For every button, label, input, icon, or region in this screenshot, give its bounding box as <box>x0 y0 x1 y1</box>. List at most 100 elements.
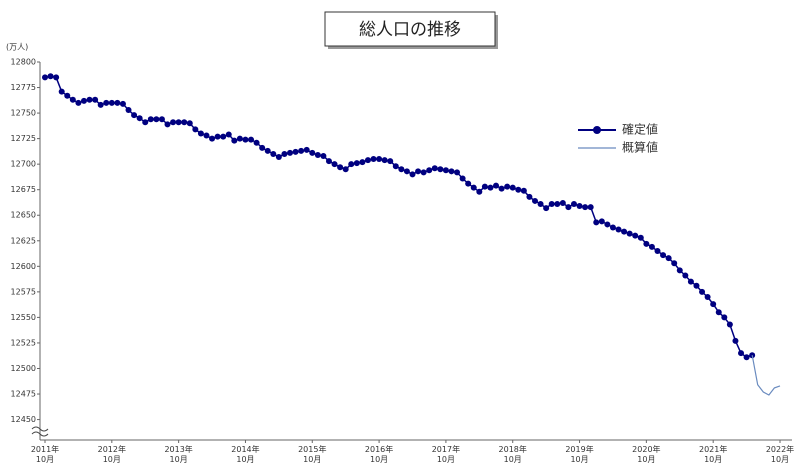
data-point <box>459 175 466 182</box>
data-point <box>476 188 483 195</box>
y-tick-label: 12525 <box>11 338 36 347</box>
data-point <box>348 161 355 168</box>
data-point <box>442 167 449 174</box>
data-point <box>381 157 388 164</box>
y-tick-label: 12625 <box>11 236 36 245</box>
data-point <box>398 166 405 173</box>
data-point <box>259 144 266 151</box>
data-point <box>626 230 633 237</box>
y-tick-label: 12650 <box>11 211 36 220</box>
data-point <box>409 171 416 178</box>
data-point <box>554 201 561 208</box>
data-point <box>264 147 271 154</box>
data-point <box>136 115 143 122</box>
data-point <box>147 116 154 123</box>
data-point <box>331 161 338 168</box>
data-point <box>676 267 683 274</box>
data-point <box>637 234 644 241</box>
y-tick-label: 12600 <box>11 262 36 271</box>
x-tick-label: 2012年 10月 <box>97 445 126 464</box>
data-point <box>426 167 433 174</box>
data-point <box>320 152 327 159</box>
data-point <box>292 148 299 155</box>
data-point <box>526 193 533 200</box>
data-point <box>153 116 160 123</box>
x-tick-label: 2013年 10月 <box>164 445 193 464</box>
data-point <box>721 314 728 321</box>
data-point <box>509 184 516 191</box>
x-tick-label: 2019年 10月 <box>565 445 594 464</box>
legend-marker <box>593 126 601 134</box>
data-point <box>281 150 288 157</box>
data-point <box>609 224 616 231</box>
data-point <box>80 97 87 104</box>
data-point <box>699 288 706 295</box>
data-point <box>175 119 182 126</box>
data-point <box>465 180 472 187</box>
x-tick-label: 2022年 10月 <box>765 445 795 464</box>
axis-break <box>31 426 49 437</box>
data-point <box>454 169 461 176</box>
data-point <box>86 96 93 103</box>
data-point <box>225 131 232 138</box>
data-point <box>559 199 566 206</box>
data-point <box>337 164 344 171</box>
data-point <box>209 135 216 142</box>
data-point <box>437 166 444 173</box>
data-point <box>732 337 739 344</box>
y-tick-label: 12700 <box>11 160 36 169</box>
data-point <box>131 112 138 119</box>
data-point <box>125 107 132 114</box>
data-point <box>582 204 589 211</box>
data-point <box>448 168 455 175</box>
data-point <box>632 232 639 239</box>
data-point <box>615 226 622 233</box>
data-point <box>593 219 600 226</box>
data-point <box>236 135 243 142</box>
data-point <box>749 352 756 359</box>
y-tick-label: 12750 <box>11 109 36 118</box>
data-point <box>303 146 310 153</box>
data-point <box>181 119 188 126</box>
data-point <box>431 165 438 172</box>
data-point <box>420 169 427 176</box>
x-tick-label: 2017年 10月 <box>431 445 461 464</box>
data-point <box>515 186 522 193</box>
data-point <box>58 88 65 95</box>
data-point <box>69 96 76 103</box>
data-point <box>64 92 71 99</box>
data-point <box>687 278 694 285</box>
data-point <box>504 183 511 190</box>
data-point <box>164 121 171 128</box>
data-point <box>660 252 667 259</box>
data-point <box>376 156 383 163</box>
data-point <box>97 101 104 108</box>
data-point <box>192 126 199 133</box>
y-tick-label: 12550 <box>11 313 36 322</box>
data-point <box>298 147 305 154</box>
data-point <box>587 204 594 211</box>
y-tick-label: 12475 <box>11 390 36 399</box>
data-point <box>359 159 366 166</box>
y-tick-label: 12775 <box>11 83 36 92</box>
data-point <box>92 96 99 103</box>
data-point <box>715 309 722 316</box>
data-point <box>158 116 165 123</box>
data-point <box>287 149 293 156</box>
data-point <box>242 136 249 143</box>
data-point <box>654 248 661 254</box>
data-point <box>364 157 371 164</box>
chart-title: 総人口の推移 <box>359 20 461 40</box>
y-tick-label: 12575 <box>11 287 36 296</box>
data-point <box>487 184 494 191</box>
data-point <box>643 240 650 247</box>
data-point <box>253 139 260 146</box>
series-line <box>751 355 781 396</box>
data-point <box>543 205 550 212</box>
data-point <box>570 201 577 208</box>
data-point <box>671 260 678 267</box>
x-tick-label: 2015年 10月 <box>298 445 327 464</box>
data-point <box>342 166 349 173</box>
data-point <box>682 272 689 279</box>
data-point <box>42 74 48 81</box>
